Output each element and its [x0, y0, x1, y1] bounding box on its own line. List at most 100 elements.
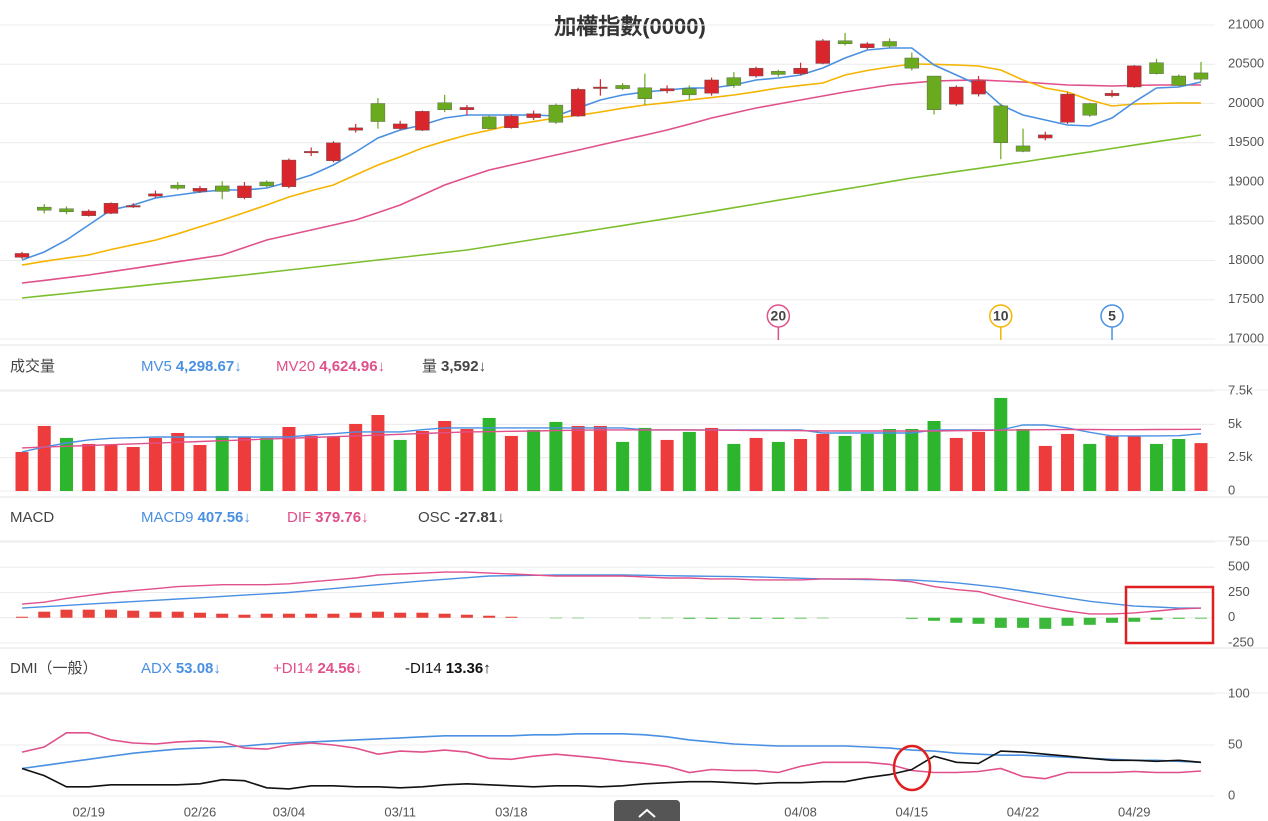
y-tick-label: 18000 — [1228, 252, 1264, 267]
highlight-circle — [892, 744, 932, 792]
volume-bar — [860, 433, 874, 491]
volume-bar — [148, 437, 162, 491]
candle-body — [281, 159, 297, 187]
legend-entry: -DI14 13.36↑ — [405, 660, 491, 677]
candle-body — [926, 75, 942, 110]
legend-value: 24.56 — [317, 660, 355, 677]
marker-label: 10 — [993, 308, 1009, 324]
volume-bar — [571, 425, 585, 491]
volume-bar — [660, 439, 674, 491]
legend-trend: ↓ — [234, 358, 242, 375]
osc-bar — [1150, 617, 1163, 620]
marker-badge — [989, 304, 1013, 328]
volume-bar — [905, 429, 919, 491]
candle-body — [348, 127, 363, 131]
candle-body — [237, 185, 252, 198]
legend-name: MACD9 — [141, 509, 194, 526]
y-tick-label: 17500 — [1228, 291, 1264, 306]
candle-body — [615, 85, 630, 89]
x-tick-label: 04/29 — [1118, 804, 1151, 819]
volume-bar — [304, 435, 318, 491]
candle-body — [570, 89, 586, 117]
legend-trend: ↓ — [243, 509, 251, 526]
y-tick-label: 19000 — [1228, 173, 1264, 188]
candle-body — [14, 253, 30, 258]
volume-bar — [1061, 433, 1075, 491]
volume-bar — [393, 439, 407, 491]
osc-bar — [1083, 617, 1096, 625]
line-series — [21, 571, 1202, 615]
line-series — [21, 428, 1202, 449]
candle-body — [659, 88, 675, 92]
legend-value: 4,624.96 — [319, 358, 377, 375]
candle-body — [37, 206, 52, 211]
osc-bar — [1061, 617, 1074, 626]
candle-body — [837, 40, 853, 45]
y-tick-label: 18500 — [1228, 213, 1264, 228]
volume-bar — [949, 437, 963, 491]
x-tick-label: 04/22 — [1007, 804, 1040, 819]
legend-trend: ↓ — [479, 358, 487, 375]
osc-bar — [171, 611, 184, 618]
candle-body — [593, 86, 608, 89]
volume-bar — [82, 443, 96, 491]
line-series — [21, 424, 1202, 453]
osc-bar — [1195, 617, 1207, 619]
legend-entry: MV20 4,624.96↓ — [276, 358, 385, 375]
candle-body — [771, 71, 786, 75]
legend-name: -DI14 — [405, 660, 442, 677]
legend-entry: MACD9 407.56↓ — [141, 509, 251, 526]
legend-value: -27.81 — [455, 509, 498, 526]
candle-body — [993, 105, 1008, 143]
volume-bar — [838, 435, 852, 491]
volume-bar — [1038, 445, 1052, 491]
volume-bar — [549, 421, 563, 491]
volume-bar — [59, 437, 73, 491]
osc-bar — [505, 616, 518, 618]
osc-bar — [928, 617, 941, 621]
legend-name: DIF — [287, 509, 311, 526]
line-series — [21, 732, 1202, 780]
osc-bar — [216, 613, 229, 618]
volume-bar — [749, 437, 763, 491]
y-tick-label: -250 — [1228, 634, 1254, 649]
chevron-icon — [638, 808, 656, 818]
legend-value: 407.56 — [198, 509, 244, 526]
legend-trend: ↓ — [378, 358, 386, 375]
legend-value: 3,592 — [441, 358, 479, 375]
y-tick-label: 100 — [1228, 685, 1250, 700]
legend-entry: MV5 4,298.67↓ — [141, 358, 242, 375]
layout — [0, 344, 1268, 694]
y-tick-label: 21000 — [1228, 16, 1264, 31]
y-tick-label: 0 — [1228, 482, 1235, 497]
volume-bar — [1127, 435, 1141, 491]
volume-bar — [1172, 439, 1186, 491]
y-tick-label: 500 — [1228, 559, 1250, 574]
candle-body — [192, 188, 208, 192]
panel-title: MACD — [10, 509, 54, 526]
volume-bar — [616, 441, 630, 491]
osc-bar — [438, 613, 451, 618]
x-tick-label: 03/11 — [384, 804, 416, 819]
osc-bar — [349, 612, 362, 618]
osc-bar — [572, 617, 585, 619]
legend-trend: ↓ — [355, 660, 363, 677]
candle-body — [1193, 72, 1209, 80]
y-tick-label: 2.5k — [1228, 449, 1253, 464]
osc-bar — [238, 614, 251, 618]
line-series — [21, 134, 1202, 299]
candle-body — [215, 185, 230, 192]
volume-bar — [171, 433, 185, 491]
candle-body — [81, 210, 96, 216]
legend-value: 4,298.67 — [176, 358, 234, 375]
legend-trend: ↓ — [361, 509, 369, 526]
legend-name: +DI14 — [273, 660, 313, 677]
volume-bar — [1105, 435, 1119, 491]
osc-bar — [127, 610, 140, 618]
osc-bar — [994, 617, 1007, 628]
line-series — [21, 574, 1201, 609]
candle-body — [793, 67, 808, 74]
legend-name: MV20 — [276, 358, 315, 375]
y-tick-label: 750 — [1228, 533, 1250, 548]
